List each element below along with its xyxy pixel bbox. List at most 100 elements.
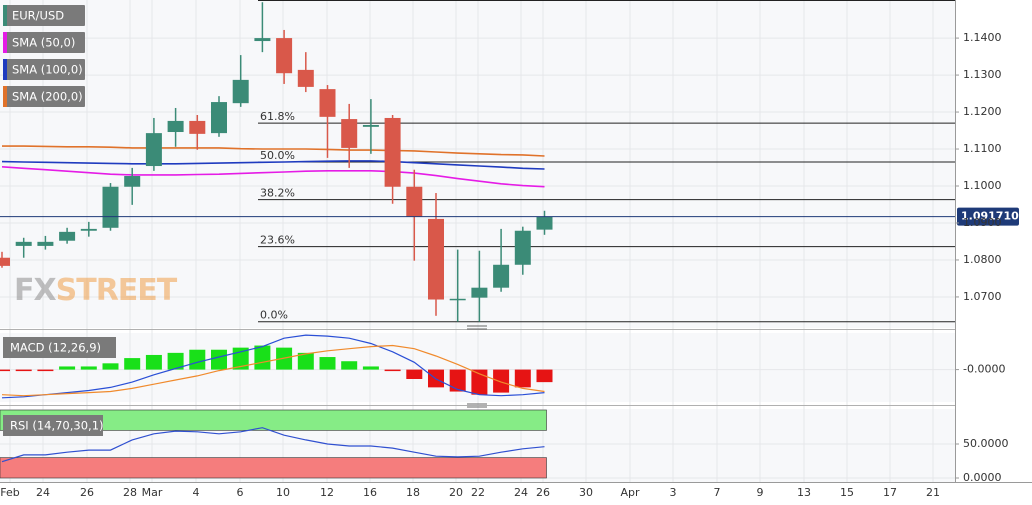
y-tick-label: -0.0000 — [963, 363, 1005, 376]
x-tick-label: 10 — [276, 486, 290, 499]
y-tick-label: 50.0000 — [963, 437, 1009, 450]
fib-label: 50.0% — [260, 149, 295, 162]
x-tick-label: 22 — [471, 486, 485, 499]
candle-body — [211, 102, 227, 134]
x-tick-label: 17 — [883, 486, 897, 499]
candle-body — [80, 228, 97, 231]
rsi-line — [1, 427, 545, 463]
macd-histogram-bar — [493, 369, 510, 393]
x-tick-label: 20 — [449, 486, 463, 499]
last-price-tag — [957, 207, 1019, 226]
fib-label: 23.6% — [260, 234, 295, 247]
macd-histogram-bar — [406, 369, 423, 379]
legend-label[interactable]: EUR/USD — [12, 9, 64, 23]
legend-box — [3, 5, 85, 26]
x-tick-label: 24 — [36, 486, 50, 499]
candle-body — [189, 120, 206, 134]
sma-line — [2, 145, 545, 157]
macd-histogram-bar — [449, 369, 466, 392]
x-tick-label: 18 — [406, 486, 420, 499]
legend-swatch — [3, 59, 7, 80]
fib-label: 38.2% — [260, 187, 295, 200]
candle-body — [428, 218, 444, 300]
candle-body — [59, 231, 76, 241]
candle-body — [493, 264, 510, 288]
legend-box — [3, 59, 85, 80]
x-tick-label: 3 — [670, 486, 677, 499]
y-tick-label: 1.1300 — [963, 68, 1002, 81]
x-tick-label: 24 — [514, 486, 528, 499]
legend-box — [3, 32, 85, 53]
candle-body — [167, 120, 184, 133]
candle-body — [384, 117, 401, 187]
legend-swatch — [3, 86, 7, 107]
overlay: 1.091710 EUR/USD SMA (50,0) SMA (100,0) SMA … — [0, 5, 1019, 436]
macd-histogram-bar — [15, 369, 32, 372]
legend-swatch — [3, 5, 7, 26]
legend-swatch — [3, 32, 7, 53]
macd-histogram-bar — [514, 369, 531, 388]
x-tick-label: Apr — [620, 486, 640, 499]
candle-body — [124, 176, 141, 187]
candle-body — [406, 186, 423, 217]
candle-body — [536, 216, 553, 230]
grid — [0, 0, 955, 482]
macd-histogram-bar — [37, 369, 54, 372]
legend-label[interactable]: SMA (50,0) — [12, 36, 75, 50]
logo-part: FX — [14, 273, 56, 308]
x-tick-label: 15 — [840, 486, 854, 499]
last-price-label: 1.091710 — [961, 210, 1019, 223]
x-tick-label: 4 — [193, 486, 200, 499]
macd-histogram-bar — [341, 361, 358, 370]
y-tick-label: 1.0800 — [963, 253, 1002, 266]
y-tick-label: 1.0700 — [963, 290, 1002, 303]
logo-part: STREET — [56, 273, 178, 308]
candle-body — [102, 186, 119, 228]
panel-title: MACD (12,26,9) — [10, 341, 101, 355]
candle-body — [254, 38, 271, 42]
candle-body — [0, 257, 10, 266]
fib-label: 0.0% — [260, 309, 288, 322]
x-tick-label: 6 — [237, 486, 244, 499]
macd-histogram-bar — [189, 349, 206, 370]
x-tick-label: Mar — [142, 486, 163, 499]
candle-body — [319, 89, 336, 117]
macd-histogram-bar — [384, 369, 401, 372]
legend-label[interactable]: SMA (100,0) — [12, 63, 83, 77]
legend-box — [3, 415, 103, 436]
overbought-band — [0, 409, 547, 431]
panel-title: RSI (14,70,30,1) — [10, 419, 104, 433]
macd-histogram-bar — [254, 345, 271, 370]
candle-body — [471, 287, 488, 298]
sma-line — [1, 166, 545, 188]
x-tick-label: 26 — [536, 486, 550, 499]
macd-histogram-bar — [80, 366, 97, 370]
macd-histogram-bar — [0, 369, 10, 372]
x-tick-label: 26 — [80, 486, 94, 499]
candle-body — [15, 241, 32, 246]
candle-body — [276, 38, 293, 74]
x-tick-label: 9 — [757, 486, 764, 499]
macd-line — [1, 344, 545, 397]
y-tick-label: 0.0000 — [963, 471, 1002, 484]
x-tick-label: 13 — [797, 486, 811, 499]
x-tick-label: Feb — [0, 486, 19, 499]
x-tick-label: 7 — [714, 486, 721, 499]
y-tick-label: 1.0900 — [963, 216, 1002, 229]
candle-body — [232, 79, 249, 104]
macd-histogram-bar — [167, 352, 184, 370]
oversold-band — [0, 457, 547, 479]
y-tick-label: 1.1200 — [963, 105, 1002, 118]
y-tick-label: 1.1400 — [963, 31, 1002, 44]
x-tick-label: 16 — [363, 486, 377, 499]
candle-body — [145, 133, 162, 167]
candle-body — [514, 230, 531, 265]
resize-handle[interactable] — [467, 403, 487, 408]
resize-handle[interactable] — [467, 325, 487, 330]
x-tick-label: 30 — [579, 486, 593, 499]
macd-histogram-bar — [297, 352, 314, 370]
macd-histogram-bar — [102, 363, 119, 370]
candle-body — [297, 69, 314, 87]
legend-label[interactable]: SMA (200,0) — [12, 90, 83, 104]
